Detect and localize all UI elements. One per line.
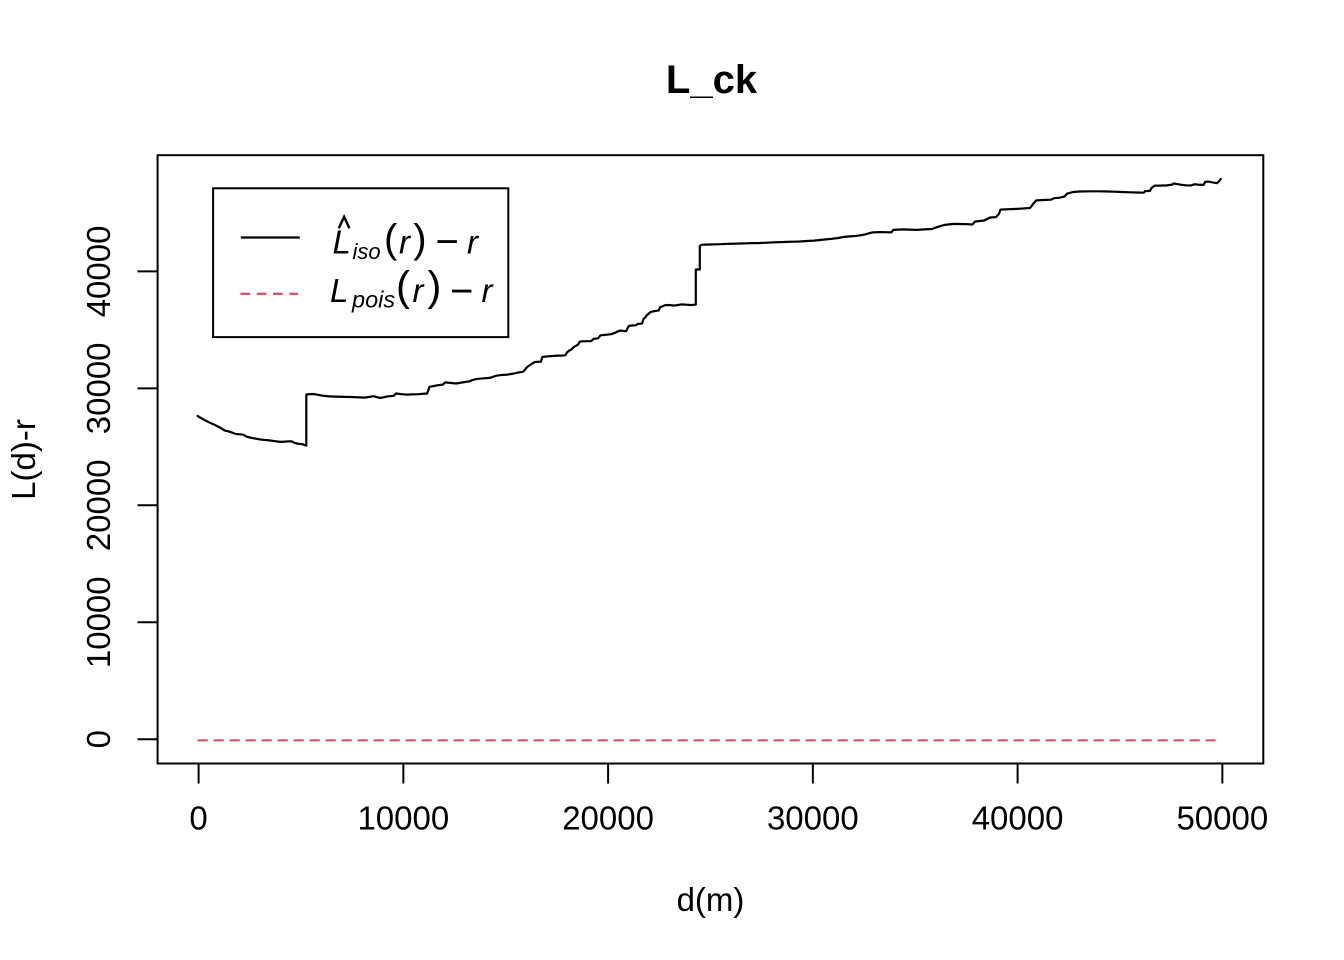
svg-text:r: r [399,224,412,261]
svg-text:): ) [413,217,426,261]
svg-text:iso: iso [353,239,381,264]
svg-text:L: L [330,272,348,309]
svg-text:40000: 40000 [80,226,117,318]
svg-text:r: r [482,272,495,309]
svg-text:10000: 10000 [80,576,117,668]
svg-text:L: L [333,224,351,261]
svg-text:L_ck: L_ck [666,58,758,102]
svg-text:): ) [427,263,441,310]
svg-text:−: − [436,220,459,264]
svg-text:50000: 50000 [1176,800,1268,837]
svg-text:0: 0 [189,800,207,837]
svg-text:10000: 10000 [357,800,449,837]
svg-text:20000: 20000 [562,800,654,837]
svg-text:30000: 30000 [767,800,859,837]
svg-text:40000: 40000 [972,800,1064,837]
svg-text:20000: 20000 [80,459,117,551]
svg-text:r: r [467,224,480,261]
svg-text:−: − [450,270,473,314]
svg-text:L(d)-r: L(d)-r [5,419,42,500]
svg-text:0: 0 [80,730,117,748]
svg-text:30000: 30000 [80,342,117,434]
svg-text:r: r [413,272,426,309]
svg-text:d(m): d(m) [677,881,745,918]
svg-text:(: ( [396,263,410,310]
svg-text:pois: pois [351,287,395,313]
svg-text:(: ( [384,217,398,261]
